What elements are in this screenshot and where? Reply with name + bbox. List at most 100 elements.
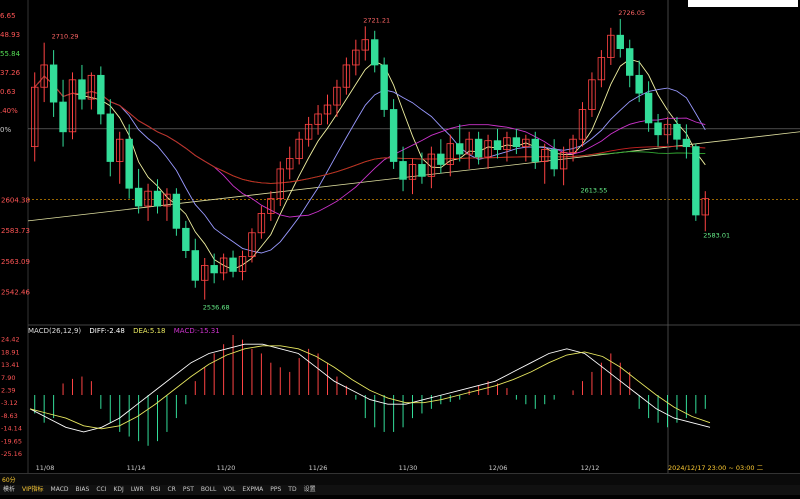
indicator-tab-bar: 模析 VIP指标 MACD BIAS CCI KDJ LWR RSI CR PST BOLL VOL E… [0, 485, 800, 495]
candle-up [484, 140, 492, 158]
candle-down [531, 138, 539, 162]
indicator-tab[interactable]: BIAS [75, 486, 90, 493]
candle-up [522, 138, 530, 148]
indicator-tab[interactable]: PPS [270, 486, 282, 493]
ma5-line [34, 58, 706, 271]
candle-down [182, 227, 190, 251]
candle-down [49, 64, 58, 103]
candle-down [229, 257, 237, 272]
macd-title: MACD(26,12,9) [28, 327, 82, 335]
date-axis-bar: 60分 [0, 473, 800, 485]
candle-up [701, 198, 709, 216]
candle-down [371, 39, 379, 66]
side-info-value: 48.93 [0, 31, 21, 39]
candle-up [588, 79, 596, 110]
price-axis-label: 2583.73 [1, 227, 30, 235]
candle-down [172, 193, 181, 229]
macd-dea-line [29, 345, 711, 430]
price-axis-label: 2604.38 [1, 197, 30, 205]
macd-axis-label: 18.91 [1, 348, 20, 356]
macd-axis-label: 7.90 [1, 374, 15, 382]
indicator-tab[interactable]: 设置 [303, 486, 316, 493]
side-info-panel: 6.65 48.93 55.84 37.26 0.63 .40% 0% [0, 0, 30, 180]
candle-up [295, 138, 303, 159]
indicator-tab[interactable]: TD [288, 486, 297, 493]
candle-up [578, 109, 587, 140]
window-controls[interactable] [688, 0, 798, 7]
side-info-value: 37.26 [0, 69, 21, 77]
date-axis-label: 11/30 [399, 464, 418, 472]
side-info-value: .40% [0, 107, 18, 115]
candle-down [550, 149, 558, 170]
candle-up [248, 232, 256, 257]
indicator-tab[interactable]: CR [167, 486, 176, 493]
candle-down [654, 122, 662, 136]
date-axis-label: 11/26 [309, 464, 328, 472]
candle-down [635, 74, 643, 94]
candle-up [597, 57, 606, 81]
candle-up [607, 34, 615, 58]
candle-down [191, 250, 199, 281]
timeframe-label[interactable]: 60分 [2, 477, 16, 484]
date-axis-label: 11/20 [217, 464, 236, 472]
indicator-tab[interactable]: MACD [50, 486, 69, 493]
candle-up [465, 138, 473, 155]
candle-down [474, 138, 483, 158]
indicator-tab[interactable]: VIP指标 [22, 486, 44, 493]
candle-up [446, 143, 454, 165]
candle-up [201, 265, 209, 281]
candle-down [134, 187, 143, 207]
candle-up [408, 164, 417, 180]
candle-up [342, 64, 351, 88]
candle-down [380, 64, 388, 110]
indicator-tab[interactable]: VOL [223, 486, 236, 493]
cursor-date-label: 2024/12/17 23:00 ~ 03:00 二 [668, 464, 764, 472]
indicator-tab[interactable]: PST [182, 486, 194, 493]
macd-axis-label: -14.14 [1, 425, 22, 433]
candle-down [682, 138, 691, 148]
candle-up [68, 79, 77, 133]
candle-up [276, 168, 284, 200]
candle-down [493, 140, 502, 151]
price-annotation-low1: 2536.68 [203, 304, 230, 312]
price-annotation-low2: 2613.55 [581, 186, 608, 194]
candle-down [626, 48, 634, 76]
candle-down [59, 101, 67, 133]
candle-up [87, 74, 96, 100]
ma120-line [34, 75, 706, 184]
indicator-tab[interactable]: LWR [130, 486, 144, 493]
candle-down [78, 79, 86, 100]
indicator-tab[interactable]: EXPMA [242, 486, 264, 493]
candle-up [503, 137, 511, 151]
macd-diff-line [29, 343, 711, 433]
candle-up [116, 138, 124, 162]
date-axis-label: 11/14 [127, 464, 146, 472]
candle-up [427, 153, 436, 177]
candle-down [97, 74, 105, 115]
price-axis-label: 2563.09 [1, 258, 30, 266]
indicator-tab[interactable]: CCI [96, 486, 107, 493]
candle-down [210, 265, 218, 274]
indicator-tab[interactable]: BOLL [200, 486, 217, 493]
price-annotation-low3: 2583.01 [703, 231, 730, 239]
candle-up [541, 149, 549, 162]
candle-up [314, 113, 322, 125]
candle-down [418, 164, 426, 177]
price-annotation-high1: 2710.29 [52, 33, 79, 41]
indicator-tab[interactable]: RSI [150, 486, 161, 493]
candle-down [125, 138, 133, 189]
candle-down [644, 92, 653, 124]
side-info-value: 55.84 [0, 50, 21, 58]
date-axis-label: 11/08 [36, 464, 55, 472]
macd-axis-label: 24.42 [1, 336, 20, 344]
candle-up [352, 49, 360, 66]
candle-down [437, 153, 445, 165]
indicator-tab[interactable]: 模析 [3, 486, 16, 493]
indicator-tab[interactable]: KDJ [113, 486, 124, 493]
candle-down [106, 113, 114, 162]
candle-up [559, 152, 568, 170]
macd-axis-label: 13.41 [1, 361, 20, 369]
candle-up [286, 158, 294, 170]
price-axis-label: 2542.46 [1, 288, 30, 296]
